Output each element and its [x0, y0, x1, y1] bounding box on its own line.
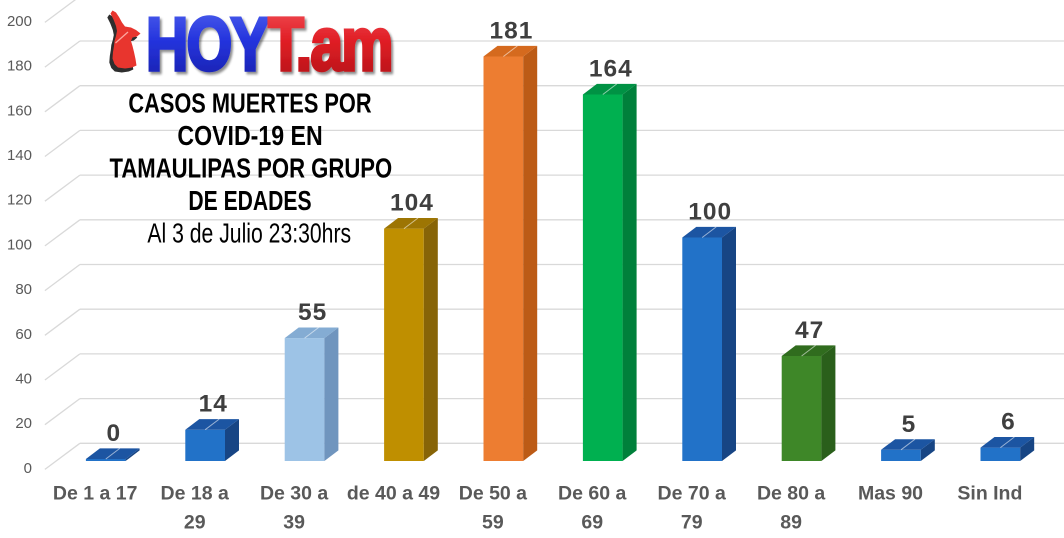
svg-text:14: 14 [199, 391, 228, 418]
svg-text:De 30 a: De 30 a [260, 482, 328, 504]
svg-text:79: 79 [681, 511, 703, 533]
svg-text:TAMAULIPAS POR GRUPO: TAMAULIPAS POR GRUPO [110, 153, 393, 184]
svg-text:Sin Ind: Sin Ind [957, 482, 1022, 504]
svg-text:80: 80 [15, 281, 32, 298]
svg-text:47: 47 [795, 317, 824, 344]
svg-text:100: 100 [7, 236, 32, 253]
svg-text:De 80 a: De 80 a [757, 482, 825, 504]
svg-text:0: 0 [106, 420, 121, 447]
svg-text:29: 29 [184, 511, 206, 533]
svg-text:59: 59 [482, 511, 504, 533]
svg-text:104: 104 [390, 190, 434, 217]
svg-text:181: 181 [489, 18, 533, 45]
svg-text:120: 120 [7, 192, 32, 209]
svg-text:140: 140 [7, 147, 32, 164]
svg-text:COVID-19 EN: COVID-19 EN [177, 120, 322, 151]
svg-text:20: 20 [15, 415, 32, 432]
svg-text:89: 89 [780, 511, 802, 533]
svg-text:164: 164 [589, 56, 633, 83]
svg-text:60: 60 [15, 326, 32, 343]
svg-text:180: 180 [7, 58, 32, 75]
svg-text:6: 6 [1001, 409, 1016, 436]
svg-text:5: 5 [902, 411, 917, 438]
svg-text:39: 39 [283, 511, 305, 533]
svg-text:CASOS MUERTES POR: CASOS MUERTES POR [128, 88, 371, 119]
svg-text:De 1 a 17: De 1 a 17 [53, 482, 138, 504]
svg-text:De 70 a: De 70 a [658, 482, 726, 504]
svg-text:40: 40 [15, 371, 32, 388]
svg-text:De 60 a: De 60 a [558, 482, 626, 504]
svg-text:De 50 a: De 50 a [459, 482, 527, 504]
svg-text:0: 0 [24, 460, 32, 477]
svg-text:160: 160 [7, 102, 32, 119]
svg-text:Mas 90: Mas 90 [858, 482, 923, 504]
svg-text:de 40 a 49: de 40 a 49 [347, 482, 440, 504]
svg-text:Al 3 de Julio 23:30hrs: Al 3 de Julio 23:30hrs [147, 217, 351, 248]
svg-text:DE EDADES: DE EDADES [188, 185, 311, 216]
svg-text:100: 100 [688, 199, 732, 226]
svg-text:200: 200 [7, 13, 32, 30]
svg-text:55: 55 [298, 299, 327, 326]
svg-text:69: 69 [581, 511, 603, 533]
svg-text:De 18 a: De 18 a [161, 482, 229, 504]
svg-text:HOYT.am: HOYT.am [146, 3, 392, 87]
